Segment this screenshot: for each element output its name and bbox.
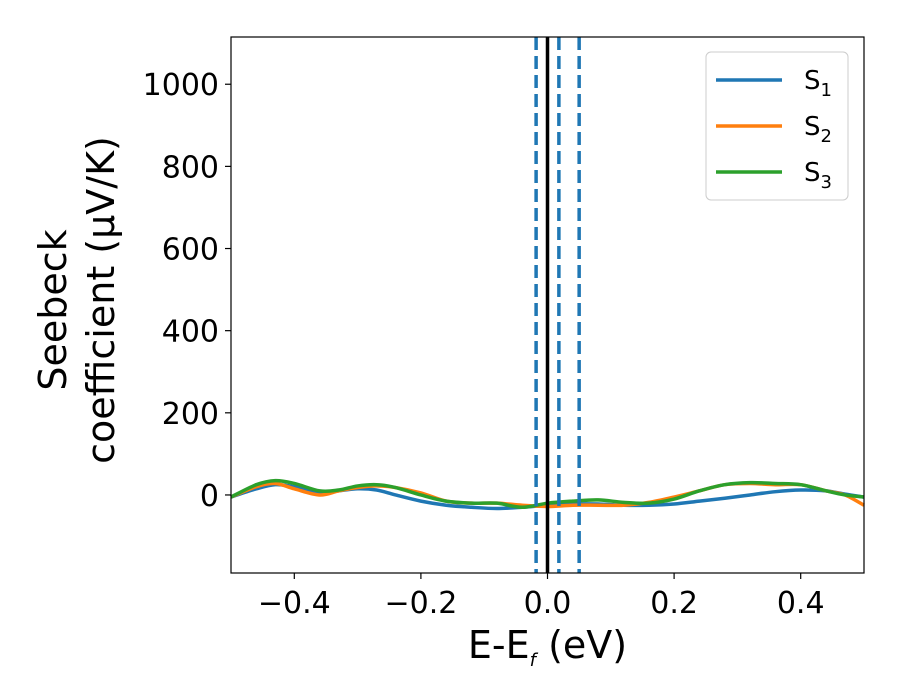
legend-label-s3: S3	[804, 158, 832, 193]
axis-layer: −0.4 −0.2 0.0 0.2 0.4 0 200 400 600 800 1000	[143, 68, 825, 621]
data-layer	[230, 37, 865, 573]
y-tick-label: 800	[162, 150, 219, 185]
y-axis-title-line1: Seebeck	[31, 229, 75, 390]
x-tick-label: 0.0	[524, 586, 572, 621]
x-tick-label: −0.2	[384, 586, 457, 621]
y-tick-label: 0	[200, 479, 219, 514]
legend: S1 S2 S3	[705, 51, 849, 201]
y-tick-label: 600	[162, 233, 219, 268]
x-axis-title-rest: (eV)	[536, 623, 627, 667]
x-axis-title-main: E-E	[468, 623, 530, 667]
y-tick-label: 1000	[143, 68, 219, 103]
y-axis-title-line2: coefficient (μV/K)	[79, 136, 123, 464]
y-axis-title: Seebeck coefficient (μV/K)	[31, 136, 123, 464]
x-tick-label: 0.4	[777, 586, 825, 621]
x-axis-title-sub: f	[530, 650, 539, 671]
legend-label-s2: S2	[804, 112, 832, 147]
y-tick-label: 200	[162, 397, 219, 432]
x-tick-label: −0.4	[258, 586, 331, 621]
legend-label-s1: S1	[804, 66, 832, 101]
x-tick-label: 0.2	[650, 586, 698, 621]
y-tick-label: 400	[162, 315, 219, 350]
x-axis-title: E-Ef (eV)	[468, 623, 627, 671]
